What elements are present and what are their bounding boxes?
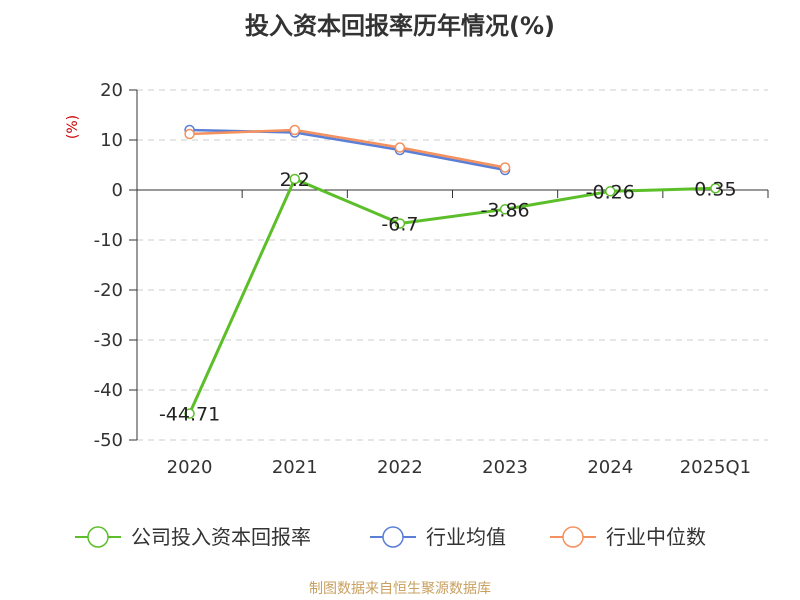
data-label: -44.71 [159, 404, 220, 426]
data-label: 0.35 [694, 178, 736, 200]
data-point [289, 173, 300, 185]
data-label: -3.86 [480, 199, 529, 221]
x-tick-label: 2023 [482, 457, 528, 478]
x-tick-label: 2024 [587, 457, 633, 478]
series-line [189, 128, 506, 169]
y-tick-label: -10 [94, 230, 123, 251]
y-tick-label: 0 [112, 180, 123, 201]
x-tick-label: 2020 [167, 457, 213, 478]
legend-marker [382, 526, 404, 548]
data-source-note: 制图数据来自恒生聚源数据库 [309, 581, 491, 597]
y-tick-label: -40 [94, 380, 123, 401]
legend-marker [87, 526, 109, 548]
series-line [188, 177, 716, 415]
data-point [394, 142, 406, 153]
y-tick-label: 20 [100, 80, 123, 101]
x-tick-label: 2021 [272, 457, 318, 478]
data-point [184, 128, 195, 140]
x-tick-label: 2025Q1 [680, 457, 751, 478]
legend-label: 公司投入资本回报率 [131, 525, 311, 549]
data-point [394, 218, 406, 229]
x-tick-label: 2022 [377, 457, 423, 478]
legend-label: 行业中位数 [606, 525, 706, 549]
legend-label: 行业均值 [426, 525, 506, 549]
data-label: 2.2 [280, 169, 310, 191]
data-point [710, 183, 721, 194]
data-point [499, 204, 511, 215]
chart-title: 投入资本回报率历年情况(%) [245, 12, 555, 40]
y-axis-unit: (%) [65, 115, 81, 139]
y-tick-label: -30 [94, 330, 123, 351]
y-tick-label: -50 [94, 430, 123, 451]
data-point [499, 162, 511, 173]
data-label: -6.7 [381, 214, 418, 236]
data-label: -0.26 [586, 181, 635, 203]
data-point [289, 124, 300, 136]
data-point [184, 408, 195, 419]
data-point [605, 186, 616, 197]
series-line [189, 128, 506, 172]
legend-marker [562, 526, 584, 548]
y-tick-label: 10 [100, 130, 123, 151]
y-tick-label: -20 [94, 280, 123, 301]
